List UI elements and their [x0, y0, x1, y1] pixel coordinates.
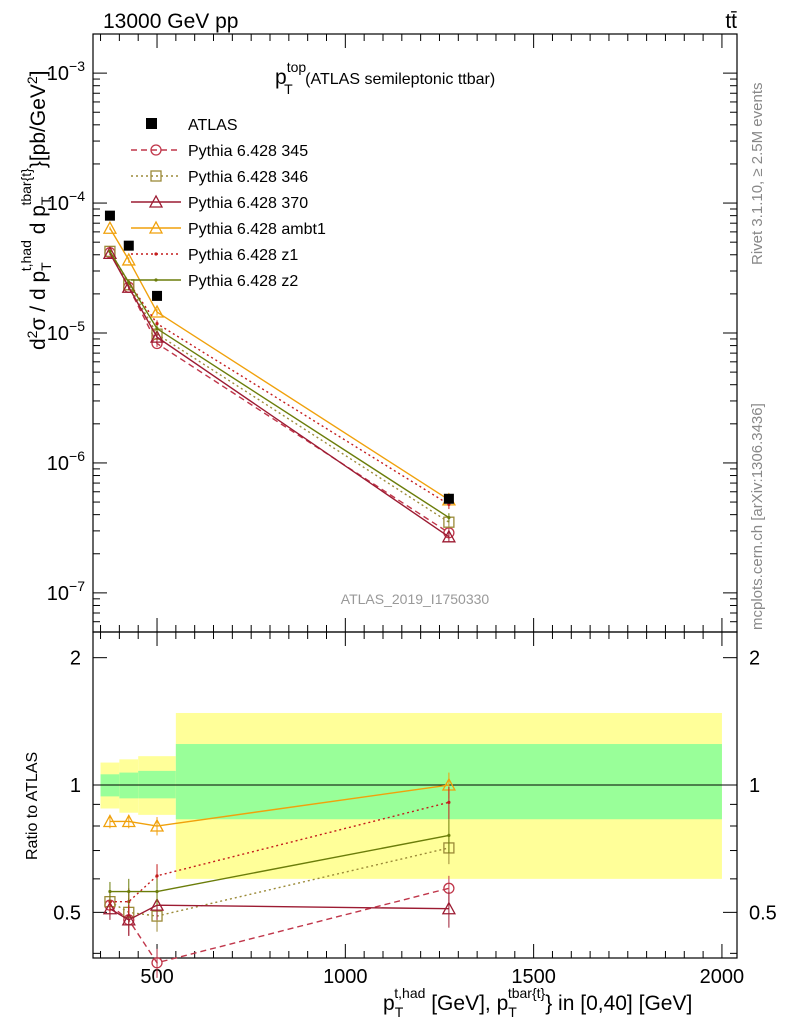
ratio-line-p346: [109, 847, 450, 917]
plot-title-sup: top: [287, 59, 307, 75]
legend-label-z1: Pythia 6.428 z1: [188, 247, 298, 264]
series-line-p346: [109, 251, 450, 523]
legend-label-atlas: ATLAS: [188, 117, 238, 134]
plot-title: ptop T (ATLAS semileptonic ttbar): [275, 59, 495, 97]
process-label: tt̄: [725, 10, 737, 33]
data-point-atlas: [152, 290, 163, 301]
ratio-point-z2: [447, 833, 451, 838]
ratio-line-z2: [109, 834, 450, 893]
y-tick-label: 10−6: [47, 448, 85, 475]
ratio-point-p370: [121, 912, 136, 926]
series-point-z2: [108, 249, 112, 253]
ratio-point-p370: [149, 897, 165, 911]
legend-marker-z2: [154, 278, 158, 282]
series-point-z1: [155, 322, 159, 326]
series-point-ambt1: [149, 304, 165, 318]
y-tick-label: 10−4: [47, 188, 85, 215]
ratio-point-ambt1: [121, 814, 136, 828]
plot-title-rest: (ATLAS semileptonic ttbar): [301, 71, 495, 88]
legend-marker-p346: [150, 170, 162, 182]
ratio-point-p370: [441, 901, 456, 915]
ratio-y-axis-label: Ratio to ATLAS: [24, 752, 41, 860]
ratio-line-p345: [109, 887, 450, 964]
ratio-y-tick-label: 0.5: [53, 902, 81, 924]
legend-label-p346: Pythia 6.428 346: [188, 169, 308, 186]
series-point-p370: [102, 246, 118, 260]
plot-title-symbol: p: [275, 66, 287, 89]
series-point-z2: [447, 515, 451, 520]
series-line-p370: [109, 253, 450, 538]
ratio-point-z2: [108, 889, 112, 894]
data-point-atlas: [123, 240, 134, 251]
series-line-p345: [109, 252, 450, 534]
data-point-atlas: [443, 493, 454, 504]
x-tick-label: 2000: [700, 966, 745, 988]
ratio-point-p370: [102, 901, 118, 915]
legend-label-p345: Pythia 6.428 345: [188, 143, 308, 160]
legend-label-p370: Pythia 6.428 370: [188, 195, 308, 212]
x-tick-label: 1500: [511, 966, 556, 988]
energy-label: 13000 GeV pp: [103, 10, 238, 33]
legend-label-ambt1: Pythia 6.428 ambt1: [188, 221, 326, 238]
y-tick-label: 10−5: [47, 318, 85, 345]
analysis-id: ATLAS_2019_I1750330: [341, 591, 490, 607]
plot-title-sub: T: [284, 81, 293, 97]
ratio-point-z1: [447, 800, 451, 804]
series-line-z1: [109, 250, 450, 505]
series-point-p370: [149, 329, 165, 343]
ratio-point-ambt1: [149, 818, 165, 832]
ratio-point-z2: [155, 889, 159, 894]
ratio-point-z2: [127, 889, 131, 894]
y-axis-label: d2σ / d pTt,had d pTtbar{t}}[pb/GeV2]: [18, 70, 54, 350]
ratio-point-p345: [151, 957, 163, 969]
ratio-point-z1: [155, 874, 159, 878]
series-point-z2: [155, 327, 159, 331]
mcplots-label: mcplots.cern.ch [arXiv:1306.3436]: [749, 403, 766, 630]
legend-marker-ambt1: [148, 220, 164, 234]
ratio-y-tick-label: 2: [70, 648, 81, 670]
legend-marker-atlas: [146, 118, 157, 129]
series-point-p370: [441, 529, 456, 543]
ratio-y-tick-label-right: 0.5: [749, 902, 777, 924]
ratio-y-tick-label-right: 2: [749, 648, 760, 670]
series-line-z2: [109, 250, 450, 519]
data-point-atlas: [104, 210, 115, 221]
y-tick-label: 10−3: [47, 58, 85, 85]
ratio-frame: [92, 631, 738, 959]
x-axis-label: pTt,had [GeV], pTtbar{t}} in [0,40] [GeV…: [383, 985, 692, 1020]
series-point-z2: [127, 280, 131, 285]
ratio-line-p370: [109, 904, 449, 921]
ratio-y-tick-label: 1: [70, 775, 81, 797]
series-line-ambt1: [109, 227, 450, 501]
rivet-version-label: Rivet 3.1.10, ≥ 2.5M events: [749, 83, 766, 266]
legend: ATLAS Pythia 6.428 345 Pythia 6.428 346 Pyt…: [131, 117, 326, 290]
series-point-ambt1: [102, 220, 118, 234]
ratio-line-ambt1: [109, 784, 449, 827]
legend-label-z2: Pythia 6.428 z2: [188, 273, 298, 290]
y-tick-label: 10−7: [47, 578, 85, 605]
legend-marker-p370: [148, 194, 164, 208]
legend-marker-p345: [150, 144, 162, 156]
legend-marker-z1: [154, 252, 158, 256]
ratio-point-ambt1: [102, 814, 118, 828]
series-point-ambt1: [121, 252, 136, 266]
x-tick-label: 1000: [323, 966, 368, 988]
ratio-y-tick-label-right: 1: [749, 775, 760, 797]
